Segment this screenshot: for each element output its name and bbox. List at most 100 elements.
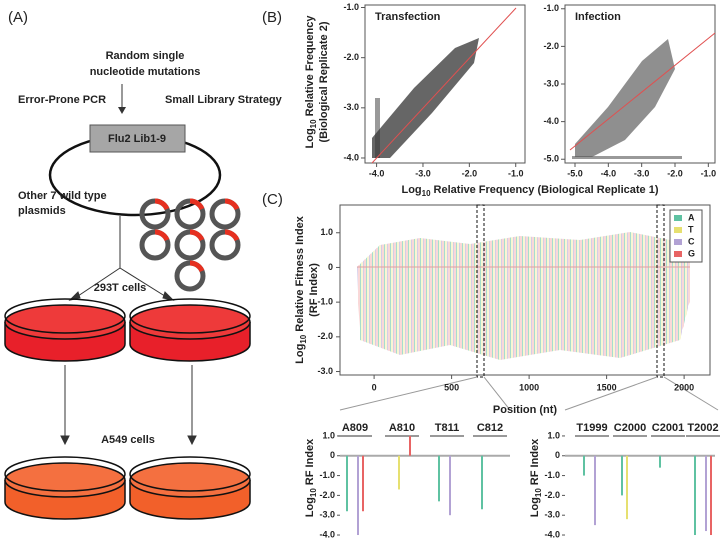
bar — [621, 455, 623, 496]
x-tick-label: -4.0 — [369, 168, 385, 178]
method-label: Error-Prone PCR — [18, 94, 106, 106]
y-tick-label: -2.0 — [343, 52, 359, 62]
bar — [710, 455, 712, 536]
x-tick-label: -2.0 — [667, 168, 683, 178]
axis-label-part: 10 — [309, 119, 318, 128]
diagonal — [371, 7, 517, 164]
y-tick-label: -4.0 — [343, 152, 359, 162]
y-tick-label: 0 — [555, 450, 560, 460]
legend-label: A — [688, 212, 695, 222]
axis-label-part: 10 — [299, 334, 308, 343]
mutations-title: Random single — [106, 50, 185, 62]
y-tick-label: 1.0 — [322, 430, 335, 440]
axis-label-part: Log — [304, 128, 316, 148]
plot-frame — [364, 4, 526, 164]
axis-label: Log10 RF Index — [304, 438, 318, 517]
mutations-title: nucleotide mutations — [90, 66, 201, 78]
bar — [357, 455, 359, 536]
legend-swatch — [674, 239, 682, 245]
point-cloud — [572, 156, 682, 159]
y-tick-label: -2.0 — [319, 490, 335, 500]
cells-label: 293T cells — [94, 282, 147, 294]
x-tick-label: -5.0 — [567, 168, 583, 178]
diagonal — [569, 32, 716, 151]
point-cloud — [575, 39, 675, 157]
y-tick-label: -1.0 — [317, 297, 333, 307]
legend-swatch — [674, 251, 682, 257]
zoom-lines — [339, 376, 719, 411]
plasmids-label: Other 7 wild type — [18, 190, 107, 202]
category-label: C812 — [477, 422, 503, 434]
x-tick-label: -4.0 — [601, 168, 617, 178]
arrows — [60, 216, 197, 446]
bar — [438, 455, 440, 502]
axis-label: (RF Index) — [308, 263, 320, 317]
bar — [594, 455, 596, 526]
panel-label: (C) — [262, 191, 283, 208]
y-tick-label: -3.0 — [543, 78, 559, 88]
x-tick-label: 2000 — [674, 382, 694, 392]
bar — [481, 455, 483, 510]
axis-label-part: Relative Frequency (Biological Replicate… — [434, 184, 659, 196]
zoom-box — [656, 204, 665, 378]
axis-label-part: 10 — [422, 189, 431, 198]
library-label: Flu2 Lib1-9 — [108, 133, 166, 145]
y-tick-label: 0 — [330, 450, 335, 460]
rf-texture — [357, 232, 690, 267]
axis-label-part: Log — [294, 344, 306, 364]
arrowhead — [118, 107, 126, 114]
bar — [694, 455, 696, 536]
axis-label-part: RF Index — [304, 438, 316, 485]
x-tick-label: -1.0 — [701, 168, 717, 178]
legend-swatch — [674, 227, 682, 233]
dishes — [4, 298, 251, 520]
axis-label-part: Relative Frequency — [304, 15, 316, 117]
y-tick-label: -4.0 — [544, 529, 560, 539]
axis-label: (Biological Replicate 2) — [318, 21, 330, 142]
y-tick-label: 1.0 — [320, 227, 333, 237]
y-tick-label: -1.0 — [343, 2, 359, 12]
y-tick-label: -3.0 — [317, 366, 333, 376]
category-label: A809 — [342, 422, 368, 434]
x-tick-label: 500 — [444, 382, 459, 392]
bar — [659, 455, 661, 468]
bar — [583, 455, 585, 476]
bar — [398, 455, 400, 490]
axis-label: Log10 Relative Frequency (Biological Repl… — [401, 184, 658, 198]
category-label: A810 — [389, 422, 415, 434]
category-label: T2002 — [687, 422, 718, 434]
y-tick-label: 0 — [328, 262, 333, 272]
y-tick-label: 1.0 — [547, 430, 560, 440]
point-cloud — [375, 98, 380, 158]
library-box — [89, 124, 186, 153]
category-label: C2000 — [614, 422, 646, 434]
y-tick-label: -1.0 — [543, 3, 559, 13]
category-label: C2001 — [652, 422, 684, 434]
x-tick-label: -3.0 — [415, 168, 431, 178]
x-tick-label: -1.0 — [508, 168, 524, 178]
y-tick-label: -5.0 — [543, 154, 559, 164]
y-tick-label: -4.0 — [319, 529, 335, 539]
y-tick-label: -2.0 — [543, 41, 559, 51]
zoom-box — [476, 204, 485, 378]
y-tick-label: -3.0 — [343, 102, 359, 112]
x-tick-label: -2.0 — [462, 168, 478, 178]
axis-label-part: 10 — [309, 488, 318, 497]
bar — [449, 455, 451, 516]
y-tick-label: -3.0 — [319, 510, 335, 520]
cells-label: A549 cells — [101, 434, 155, 446]
legend-label: C — [688, 236, 695, 246]
y-tick-label: -2.0 — [544, 490, 560, 500]
axis-label-part: Log — [529, 497, 541, 517]
bar — [409, 435, 411, 456]
x-tick-label: 1000 — [519, 382, 539, 392]
y-tick-label: -1.0 — [319, 470, 335, 480]
axis-label-part: 10 — [534, 488, 543, 497]
method-label: Small Library Strategy — [165, 94, 283, 106]
plot-title: Transfection — [375, 11, 441, 23]
category-label: T811 — [435, 422, 459, 434]
bar — [626, 455, 628, 520]
axis-label-part: Log — [304, 497, 316, 517]
category-label: T1999 — [576, 422, 607, 434]
